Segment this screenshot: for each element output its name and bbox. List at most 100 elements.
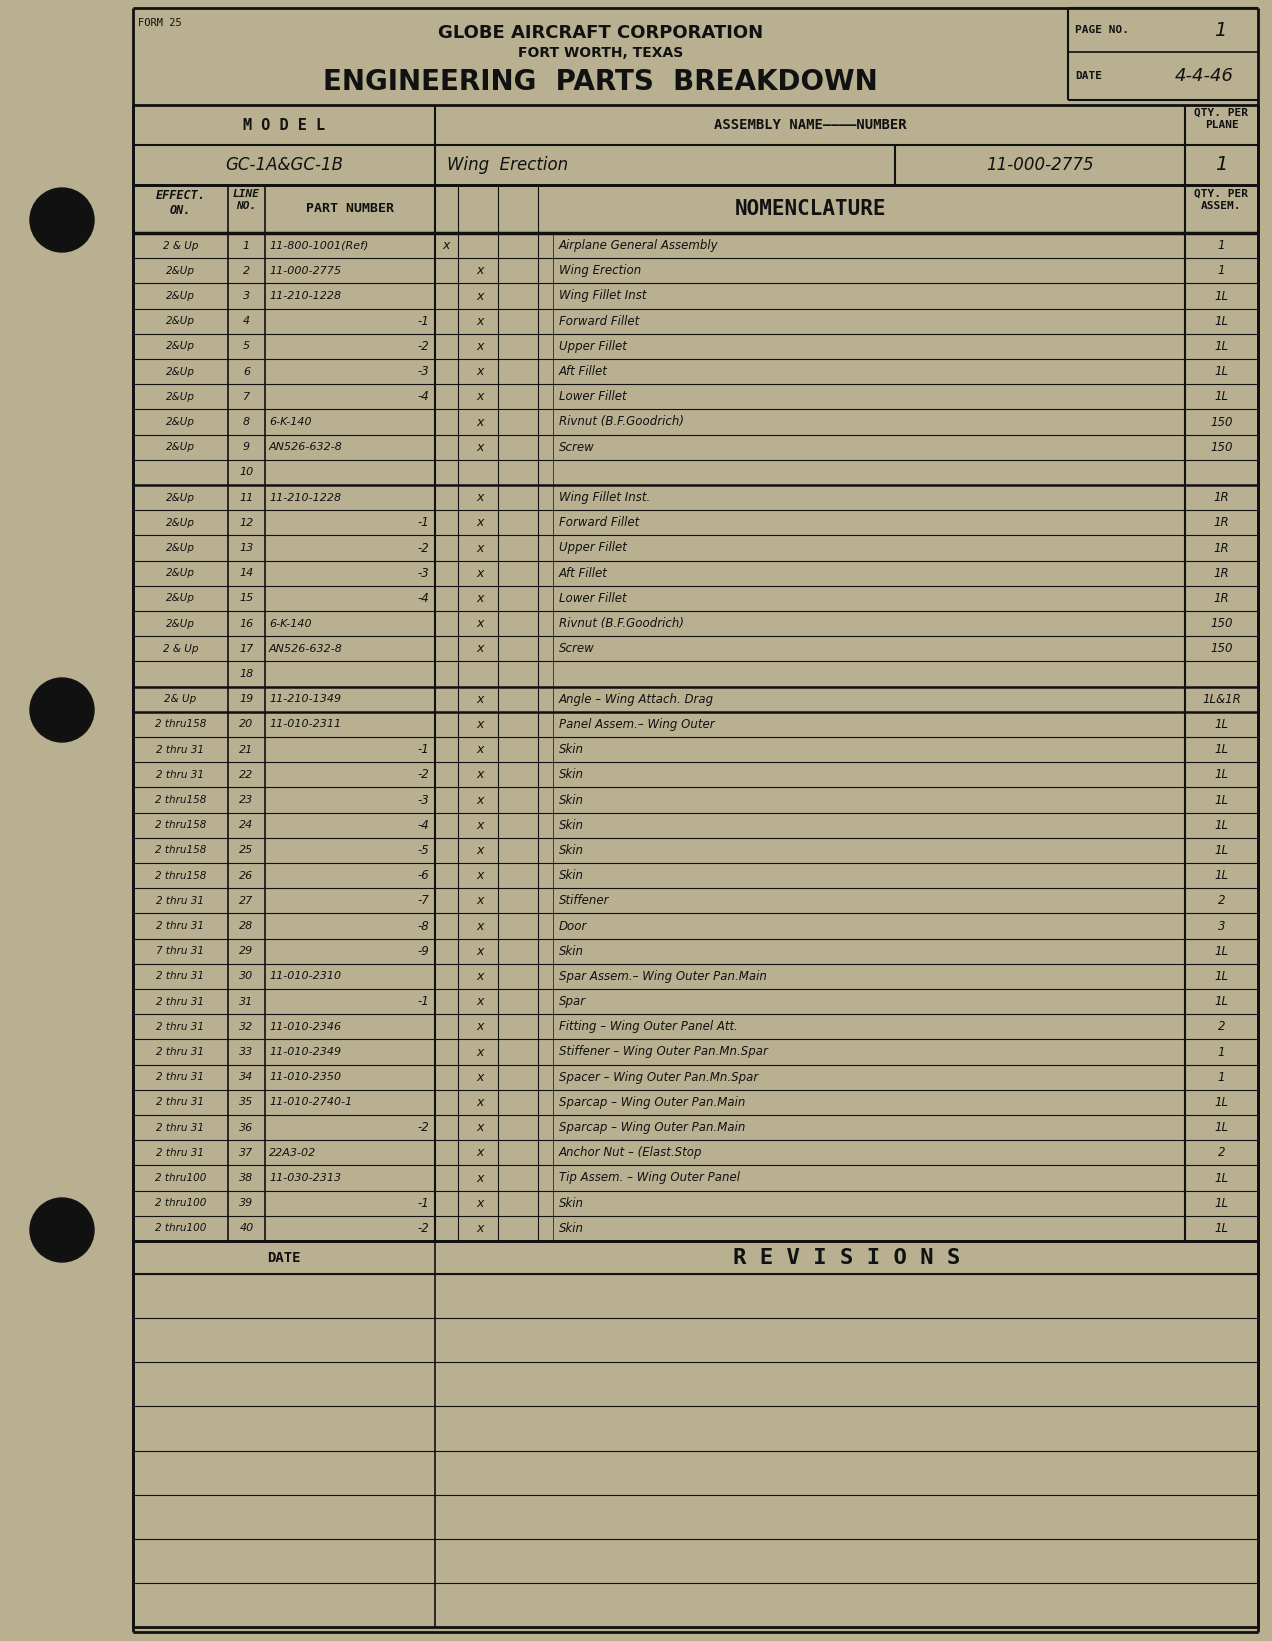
Text: 22: 22 bbox=[239, 770, 253, 779]
Text: 2: 2 bbox=[1217, 1021, 1225, 1034]
Text: Airplane General Assembly: Airplane General Assembly bbox=[558, 240, 719, 253]
Text: 2 thru 31: 2 thru 31 bbox=[156, 745, 205, 755]
Text: 22A3-02: 22A3-02 bbox=[268, 1147, 317, 1159]
Text: 11-800-1001(Ref): 11-800-1001(Ref) bbox=[268, 241, 369, 251]
Text: -1: -1 bbox=[417, 994, 429, 1008]
Text: 3: 3 bbox=[243, 290, 251, 300]
Text: 150: 150 bbox=[1210, 415, 1233, 428]
Text: Fitting – Wing Outer Panel Att.: Fitting – Wing Outer Panel Att. bbox=[558, 1021, 738, 1034]
Text: -8: -8 bbox=[417, 919, 429, 932]
Text: FORT WORTH, TEXAS: FORT WORTH, TEXAS bbox=[518, 46, 683, 61]
Text: Skin: Skin bbox=[558, 794, 584, 806]
Text: 2 thru158: 2 thru158 bbox=[155, 719, 206, 729]
Text: 1L: 1L bbox=[1215, 970, 1229, 983]
Text: x: x bbox=[476, 819, 483, 832]
Text: 1L: 1L bbox=[1215, 794, 1229, 806]
Text: x: x bbox=[476, 289, 483, 302]
Text: 1L: 1L bbox=[1215, 717, 1229, 730]
Text: 1L: 1L bbox=[1215, 1172, 1229, 1185]
Text: 11-210-1228: 11-210-1228 bbox=[268, 492, 341, 502]
Text: x: x bbox=[476, 542, 483, 555]
Text: -2: -2 bbox=[417, 542, 429, 555]
Text: 150: 150 bbox=[1210, 642, 1233, 655]
Text: -2: -2 bbox=[417, 340, 429, 353]
Text: 2 & Up: 2 & Up bbox=[163, 241, 198, 251]
Text: 36: 36 bbox=[239, 1122, 253, 1132]
Text: x: x bbox=[476, 1070, 483, 1083]
Text: R E V I S I O N S: R E V I S I O N S bbox=[733, 1247, 960, 1267]
Text: 1R: 1R bbox=[1213, 592, 1229, 606]
Text: Skin: Skin bbox=[558, 768, 584, 781]
Text: 39: 39 bbox=[239, 1198, 253, 1208]
Text: Spacer – Wing Outer Pan.Mn.Spar: Spacer – Wing Outer Pan.Mn.Spar bbox=[558, 1070, 758, 1083]
Text: 11-030-2313: 11-030-2313 bbox=[268, 1173, 341, 1183]
Text: x: x bbox=[476, 441, 483, 453]
Text: x: x bbox=[476, 592, 483, 606]
Text: AN526-632-8: AN526-632-8 bbox=[268, 643, 343, 653]
Text: 2 thru 31: 2 thru 31 bbox=[156, 1047, 205, 1057]
Text: 11-010-2346: 11-010-2346 bbox=[268, 1022, 341, 1032]
Text: 17: 17 bbox=[239, 643, 253, 653]
Text: 1L: 1L bbox=[1215, 364, 1229, 377]
Text: 1L: 1L bbox=[1215, 743, 1229, 757]
Text: 1: 1 bbox=[1215, 156, 1227, 174]
Text: Stiffener: Stiffener bbox=[558, 894, 609, 907]
Text: Skin: Skin bbox=[558, 743, 584, 757]
Text: PART NUMBER: PART NUMBER bbox=[307, 202, 394, 215]
Text: -1: -1 bbox=[417, 743, 429, 757]
Text: Wing Fillet Inst.: Wing Fillet Inst. bbox=[558, 491, 650, 504]
Text: Lower Fillet: Lower Fillet bbox=[558, 391, 627, 404]
Text: 11-010-2350: 11-010-2350 bbox=[268, 1072, 341, 1081]
Text: x: x bbox=[476, 491, 483, 504]
Text: 34: 34 bbox=[239, 1072, 253, 1081]
Text: x: x bbox=[476, 264, 483, 277]
Text: ASSEMBLY NAME————NUMBER: ASSEMBLY NAME————NUMBER bbox=[714, 118, 907, 131]
Text: 5: 5 bbox=[243, 341, 251, 351]
Text: x: x bbox=[476, 1147, 483, 1159]
Text: Skin: Skin bbox=[558, 1196, 584, 1209]
Text: DATE: DATE bbox=[267, 1250, 300, 1265]
Text: -3: -3 bbox=[417, 566, 429, 579]
Text: 16: 16 bbox=[239, 619, 253, 629]
Text: 4: 4 bbox=[243, 317, 251, 327]
Text: -6: -6 bbox=[417, 870, 429, 883]
Text: 2 thru100: 2 thru100 bbox=[155, 1173, 206, 1183]
Text: Door: Door bbox=[558, 919, 588, 932]
Text: 1L: 1L bbox=[1215, 870, 1229, 883]
Text: 11: 11 bbox=[239, 492, 253, 502]
Text: AN526-632-8: AN526-632-8 bbox=[268, 441, 343, 453]
Text: 2&Up: 2&Up bbox=[167, 417, 195, 427]
Text: Screw: Screw bbox=[558, 441, 595, 453]
Text: -7: -7 bbox=[417, 894, 429, 907]
Text: 2 thru 31: 2 thru 31 bbox=[156, 996, 205, 1006]
Text: x: x bbox=[476, 717, 483, 730]
Text: 1L: 1L bbox=[1215, 340, 1229, 353]
Text: 150: 150 bbox=[1210, 441, 1233, 453]
Text: 33: 33 bbox=[239, 1047, 253, 1057]
Text: 25: 25 bbox=[239, 845, 253, 855]
Text: 1: 1 bbox=[1217, 1045, 1225, 1058]
Text: x: x bbox=[476, 794, 483, 806]
Text: 1L: 1L bbox=[1215, 289, 1229, 302]
Text: x: x bbox=[476, 1172, 483, 1185]
Text: 2&Up: 2&Up bbox=[167, 519, 195, 528]
Text: 1R: 1R bbox=[1213, 517, 1229, 530]
Text: 2& Up: 2& Up bbox=[164, 694, 197, 704]
Text: 2 thru 31: 2 thru 31 bbox=[156, 896, 205, 906]
Text: DATE: DATE bbox=[1075, 71, 1102, 80]
Text: 2 thru100: 2 thru100 bbox=[155, 1224, 206, 1234]
Text: 2 thru 31: 2 thru 31 bbox=[156, 921, 205, 930]
Text: 2&Up: 2&Up bbox=[167, 441, 195, 453]
Text: Angle – Wing Attach. Drag: Angle – Wing Attach. Drag bbox=[558, 693, 714, 706]
Text: PAGE NO.: PAGE NO. bbox=[1075, 25, 1130, 34]
Text: x: x bbox=[476, 566, 483, 579]
Text: 2&Up: 2&Up bbox=[167, 266, 195, 276]
Text: Spar Assem.– Wing Outer Pan.Main: Spar Assem.– Wing Outer Pan.Main bbox=[558, 970, 767, 983]
Text: Rivnut (B.F.Goodrich): Rivnut (B.F.Goodrich) bbox=[558, 617, 684, 630]
Text: 1L: 1L bbox=[1215, 315, 1229, 328]
Text: x: x bbox=[476, 894, 483, 907]
Text: x: x bbox=[476, 415, 483, 428]
Text: Tip Assem. – Wing Outer Panel: Tip Assem. – Wing Outer Panel bbox=[558, 1172, 740, 1185]
Text: 10: 10 bbox=[239, 468, 253, 478]
Text: x: x bbox=[476, 843, 483, 857]
